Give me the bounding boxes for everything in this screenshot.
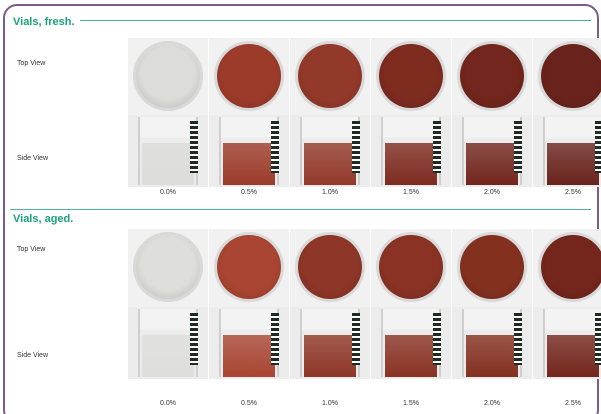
vial-side-view (209, 115, 289, 187)
vial-label-sticker (514, 313, 522, 365)
vial-liquid-side (466, 142, 518, 185)
concentration-label: 0.5% (241, 400, 257, 407)
vial-jar (543, 309, 601, 377)
vial-side-view (371, 307, 451, 379)
vial-label-sticker (271, 313, 279, 365)
vial-top-view (533, 229, 601, 307)
vial-liquid-side (466, 334, 518, 377)
vial-side-view (128, 115, 208, 187)
vial-liquid-top (541, 235, 601, 299)
vial-side-view (452, 307, 532, 379)
vial-side-view (209, 307, 289, 379)
vial-side-view (128, 307, 208, 379)
vial-liquid-top (136, 44, 200, 108)
vial-liquid-side (385, 142, 437, 185)
vial-side-view (371, 115, 451, 187)
vial-label-sticker (271, 121, 279, 173)
vial-liquid-top (217, 44, 281, 108)
vial-top-view (371, 229, 451, 307)
vial-label-sticker (433, 121, 441, 173)
vial-side-view (452, 115, 532, 187)
vial-jar (219, 309, 279, 377)
vial-liquid-side (223, 334, 275, 377)
vial-label-sticker (595, 313, 601, 365)
vial-jar (462, 309, 522, 377)
section-divider-fresh (80, 20, 591, 21)
vial-liquid-side (547, 334, 599, 377)
concentration-label: 2.5% (565, 189, 581, 196)
vial-label-sticker (190, 121, 198, 173)
concentration-label: 1.5% (403, 400, 419, 407)
vial-jar (381, 117, 441, 185)
vial-jar (138, 117, 198, 185)
vial-liquid-side (223, 142, 275, 185)
section-divider (10, 209, 591, 210)
top-view-label-aged: Top View (17, 246, 46, 253)
vial-top-view (209, 229, 289, 307)
vial-top-view (452, 38, 532, 116)
vial-label-sticker (514, 121, 522, 173)
concentration-label: 0.5% (241, 189, 257, 196)
vial-top-view (209, 38, 289, 116)
vial-top-view (452, 229, 532, 307)
side-view-label-fresh: Side View (17, 155, 49, 162)
vial-liquid-side (304, 334, 356, 377)
section-title-fresh: Vials, fresh. (13, 16, 75, 28)
vial-jar (462, 117, 522, 185)
vial-liquid-top (460, 235, 524, 299)
vial-liquid-top (541, 44, 601, 108)
vial-jar (300, 309, 360, 377)
concentration-label: 0.0% (160, 189, 176, 196)
concentration-label: 0.0% (160, 400, 176, 407)
vial-side-view (533, 115, 601, 187)
vial-jar (219, 117, 279, 185)
vial-liquid-top (379, 235, 443, 299)
vial-liquid-side (304, 142, 356, 185)
vial-liquid-top (136, 235, 200, 299)
vial-liquid-top (298, 44, 362, 108)
concentration-label: 1.5% (403, 189, 419, 196)
vial-liquid-top (460, 44, 524, 108)
vial-liquid-top (298, 235, 362, 299)
vial-label-sticker (352, 313, 360, 365)
concentration-label: 1.0% (322, 189, 338, 196)
section-title-aged: Vials, aged. (13, 213, 74, 225)
vial-top-view (128, 229, 208, 307)
vial-jar (543, 117, 601, 185)
vial-liquid-top (217, 235, 281, 299)
vial-jar (381, 309, 441, 377)
vial-side-view (290, 115, 370, 187)
vial-label-sticker (595, 121, 601, 173)
vial-top-view (533, 38, 601, 116)
vial-label-sticker (433, 313, 441, 365)
vial-top-view (128, 38, 208, 116)
vial-liquid-side (142, 334, 194, 377)
vial-label-sticker (190, 313, 198, 365)
vial-top-view (371, 38, 451, 116)
vial-liquid-top (379, 44, 443, 108)
concentration-label: 2.0% (484, 189, 500, 196)
vial-liquid-side (142, 142, 194, 185)
vial-side-view (533, 307, 601, 379)
side-view-label-aged: Side View (17, 352, 49, 359)
vial-label-sticker (352, 121, 360, 173)
vial-jar (300, 117, 360, 185)
vial-side-view (290, 307, 370, 379)
vial-top-view (290, 229, 370, 307)
vial-top-view (290, 38, 370, 116)
concentration-label: 2.0% (484, 400, 500, 407)
vial-jar (138, 309, 198, 377)
concentration-label: 2.5% (565, 400, 581, 407)
vial-liquid-side (385, 334, 437, 377)
vial-liquid-side (547, 142, 599, 185)
top-view-label-fresh: Top View (17, 60, 46, 67)
concentration-label: 1.0% (322, 400, 338, 407)
